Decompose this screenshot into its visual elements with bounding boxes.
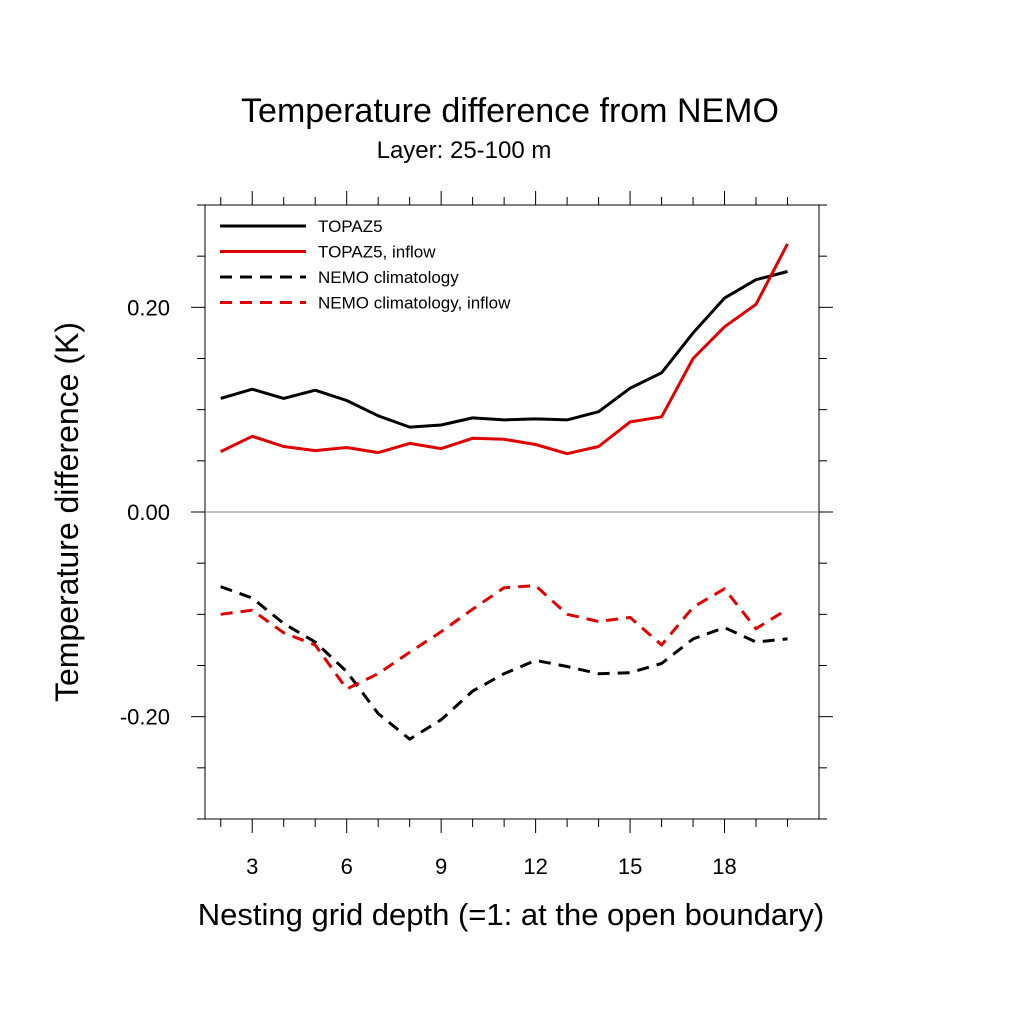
legend: TOPAZ5 TOPAZ5, inflow NEMO climatology NEMO… xyxy=(220,217,511,313)
axis-ticks xyxy=(191,191,833,833)
y-tick-label: 0.00 xyxy=(127,500,170,525)
legend-label: NEMO climatology xyxy=(318,268,459,287)
series-line xyxy=(220,270,788,429)
chart-subtitle: Layer: 25-100 m xyxy=(377,137,552,164)
series-line xyxy=(220,585,788,741)
y-tick-label: 0.20 xyxy=(127,295,170,320)
x-tick-label: 3 xyxy=(246,854,258,879)
y-tick-label: -0.20 xyxy=(120,705,170,730)
legend-label: TOPAZ5, inflow xyxy=(318,243,436,262)
series-line xyxy=(220,243,789,456)
x-tick-label: 9 xyxy=(435,854,447,879)
legend-label: TOPAZ5 xyxy=(318,217,383,236)
y-axis-label: Temperature difference (K) xyxy=(49,322,85,702)
legend-label: NEMO climatology, inflow xyxy=(318,294,511,313)
x-axis-label: Nesting grid depth (=1: at the open boun… xyxy=(198,897,824,932)
x-tick-label: 18 xyxy=(712,854,736,879)
series-line xyxy=(220,584,789,691)
x-tick-label: 12 xyxy=(523,854,547,879)
x-tick-label: 6 xyxy=(341,854,353,879)
series-lines xyxy=(220,243,789,741)
tick-labels: 3 6 9 12 15 18 -0.20 0.00 0.20 xyxy=(120,295,737,879)
x-tick-label: 15 xyxy=(618,854,642,879)
chart-title: Temperature difference from NEMO xyxy=(241,92,779,130)
